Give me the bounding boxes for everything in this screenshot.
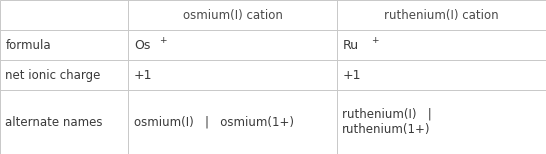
Text: +1: +1 (134, 69, 152, 82)
Text: osmium(I)   |   osmium(1+): osmium(I) | osmium(1+) (134, 116, 294, 129)
Text: Os: Os (134, 38, 150, 52)
Text: ruthenium(I) cation: ruthenium(I) cation (384, 8, 498, 22)
Text: osmium(I) cation: osmium(I) cation (183, 8, 282, 22)
Text: formula: formula (5, 38, 51, 52)
Text: +: + (371, 36, 379, 45)
Text: alternate names: alternate names (5, 116, 103, 129)
Text: net ionic charge: net ionic charge (5, 69, 101, 82)
Text: +1: +1 (342, 69, 361, 82)
Text: Ru: Ru (342, 38, 359, 52)
Text: ruthenium(I)   |: ruthenium(I) | (342, 108, 432, 121)
Text: ruthenium(1+): ruthenium(1+) (342, 123, 431, 136)
Text: +: + (159, 36, 167, 45)
